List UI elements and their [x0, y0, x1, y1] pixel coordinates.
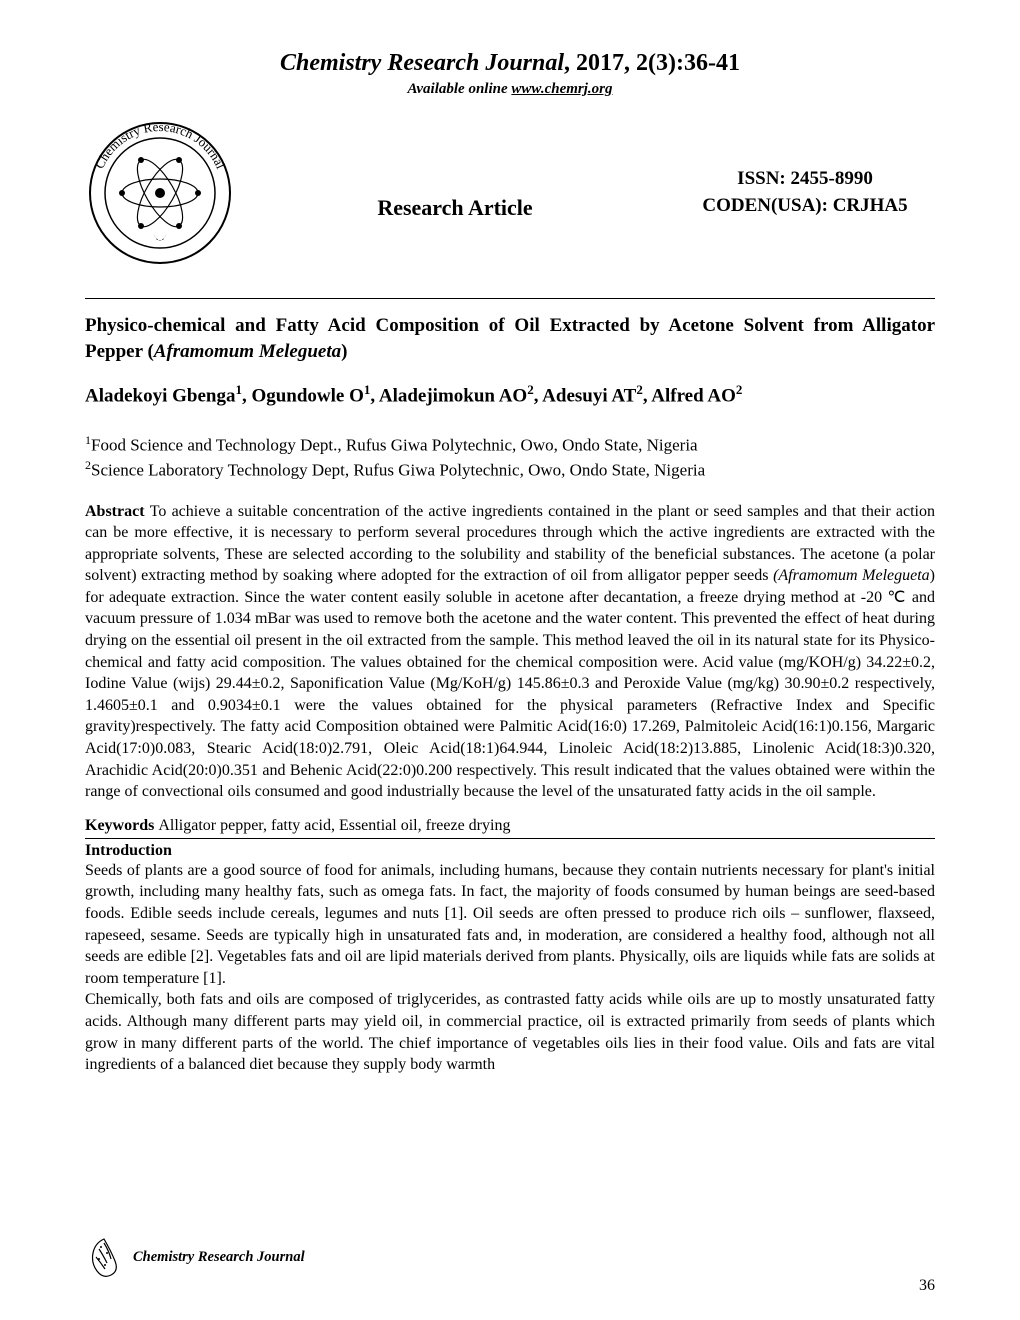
footer-logo-icon	[85, 1235, 123, 1280]
footer: Chemistry Research Journal 36	[85, 1235, 935, 1280]
title-species: Aframomum Melegueta	[154, 341, 341, 362]
logo-icon: Chemistry Research Journal	[85, 118, 235, 268]
aff-2-text: Science Laboratory Technology Dept, Rufu…	[91, 461, 705, 480]
journal-url[interactable]: www.chemrj.org	[511, 81, 612, 97]
journal-header: Chemistry Research Journal, 2017, 2(3):3…	[85, 50, 935, 77]
article-type: Research Article	[235, 195, 675, 221]
author-2: , Ogundowle O	[242, 386, 364, 407]
author-5-sup: 2	[736, 382, 743, 397]
keywords-divider	[85, 838, 935, 839]
abstract-label: Abstract	[85, 503, 150, 520]
journal-name: Chemistry Research Journal	[280, 50, 564, 76]
svg-text:Chemistry Research Journal: Chemistry Research Journal	[92, 119, 229, 171]
journal-issue: , 2017, 2(3):36-41	[564, 50, 740, 76]
abstract-p2: ) for adequate extraction. Since the wat…	[85, 567, 935, 800]
abstract: Abstract To achieve a suitable concentra…	[85, 501, 935, 803]
abstract-species: (Aframomum Melegueta	[773, 567, 930, 584]
author-5: , Alfred AO	[643, 386, 736, 407]
footer-logo	[85, 1235, 123, 1280]
issn: ISSN: 2455-8990	[675, 166, 935, 193]
introduction-heading: Introduction	[85, 842, 935, 860]
author-4: , Adesuyi AT	[534, 386, 637, 407]
keywords-text: Alligator pepper, fatty acid, Essential …	[158, 817, 510, 834]
affiliations: 1Food Science and Technology Dept., Rufu…	[85, 432, 935, 483]
header-middle: Research Article	[235, 165, 675, 221]
page-number: 36	[919, 1277, 935, 1295]
keywords-label: Keywords	[85, 817, 158, 834]
header-right: ISSN: 2455-8990 CODEN(USA): CRJHA5	[675, 166, 935, 219]
introduction-body: Seeds of plants are a good source of foo…	[85, 860, 935, 1076]
intro-p2: Chemically, both fats and oils are compo…	[85, 989, 935, 1075]
author-1: Aladekoyi Gbenga	[85, 386, 235, 407]
header-row: Chemistry Research Journal Research Arti…	[85, 118, 935, 268]
authors: Aladekoyi Gbenga1, Ogundowle O1, Aladeji…	[85, 382, 935, 407]
available-text: Available online	[407, 81, 511, 97]
title-close: )	[341, 341, 347, 362]
affiliation-1: 1Food Science and Technology Dept., Rufu…	[85, 432, 935, 457]
header-divider	[85, 298, 935, 299]
author-3: , Aladejimokun AO	[370, 386, 527, 407]
footer-journal-name: Chemistry Research Journal	[133, 1249, 305, 1266]
coden: CODEN(USA): CRJHA5	[675, 193, 935, 220]
aff-1-text: Food Science and Technology Dept., Rufus…	[91, 435, 698, 454]
article-title: Physico-chemical and Fatty Acid Composit…	[85, 313, 935, 364]
keywords: Keywords Alligator pepper, fatty acid, E…	[85, 817, 935, 835]
intro-p1: Seeds of plants are a good source of foo…	[85, 860, 935, 990]
available-online: Available online www.chemrj.org	[85, 81, 935, 98]
affiliation-2: 2Science Laboratory Technology Dept, Ruf…	[85, 457, 935, 482]
journal-logo: Chemistry Research Journal	[85, 118, 235, 268]
footer-left: Chemistry Research Journal	[85, 1235, 305, 1280]
